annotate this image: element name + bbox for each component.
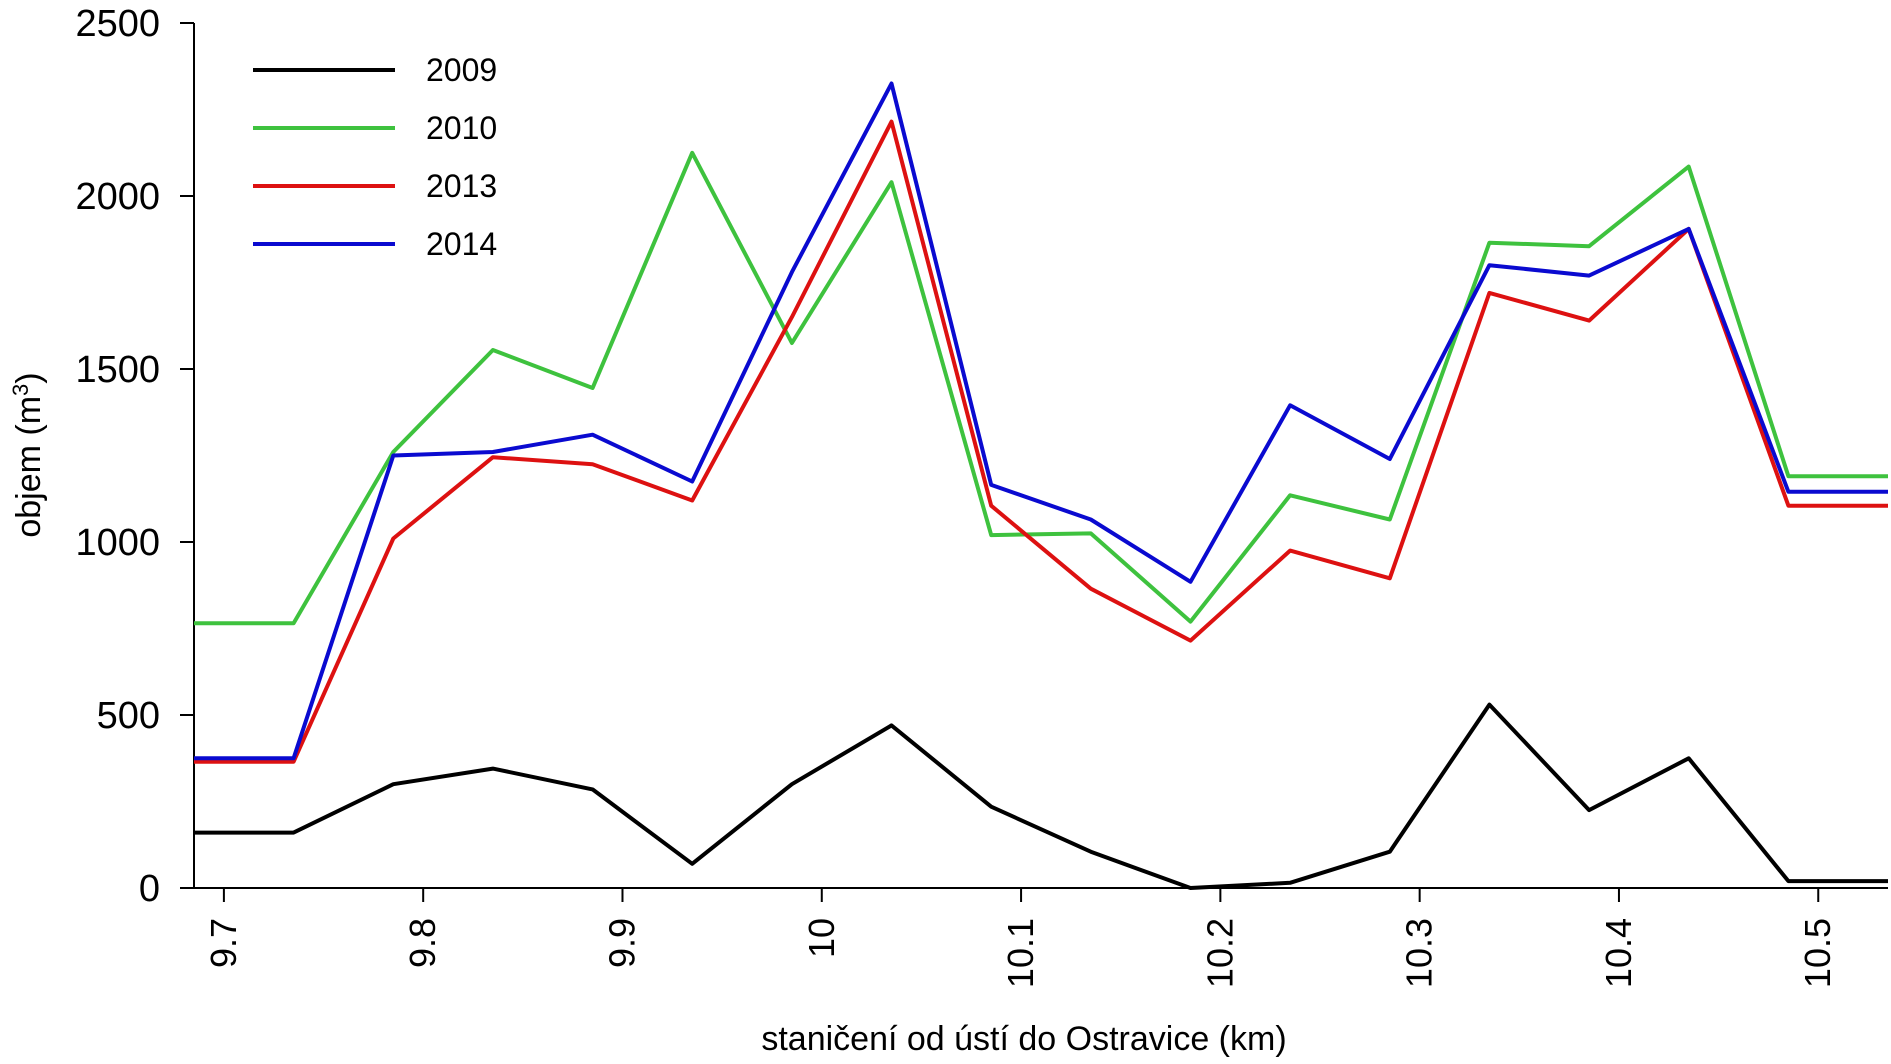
legend-label-2014: 2014 [426, 226, 497, 262]
x-tick-label: 9.9 [601, 918, 642, 968]
y-axis-title-sup: 3 [8, 384, 33, 396]
legend-label-2010: 2010 [426, 110, 497, 146]
x-tick-label: 10.3 [1399, 918, 1440, 988]
y-ticks: 0 500 1000 1500 2000 2500 [75, 3, 194, 910]
x-tick-label: 10 [801, 918, 842, 958]
series-line-2014 [194, 81, 1888, 761]
x-tick-label: 9.7 [203, 918, 244, 968]
x-tick-label: 10.5 [1797, 918, 1838, 988]
y-axis-title: objem (m3) [8, 372, 48, 537]
y-axis-title-close: ) [10, 372, 48, 383]
x-tick-label: 10.4 [1598, 918, 1639, 988]
x-tick-label: 10.1 [1000, 918, 1041, 988]
y-tick-label: 2500 [75, 3, 160, 45]
axes [193, 23, 1888, 889]
y-tick-label: 1500 [75, 349, 160, 391]
y-tick-label: 500 [97, 695, 160, 737]
series-line-2013 [194, 119, 1888, 764]
legend-label-2009: 2009 [426, 52, 497, 88]
x-ticks: 9.7 9.8 9.9 10 10.1 10.2 10.3 10.4 10.5 [203, 888, 1838, 988]
legend: 2009 2010 2013 2014 [253, 52, 497, 262]
series-line-2010 [194, 150, 1888, 626]
y-tick-label: 2000 [75, 176, 160, 218]
y-tick-label: 1000 [75, 522, 160, 564]
y-axis-title-main: objem (m [10, 396, 48, 538]
x-tick-label: 9.8 [402, 918, 443, 968]
x-axis-title: staničení od ústí do Ostravice (km) [761, 1020, 1286, 1058]
y-tick-label: 0 [139, 868, 160, 910]
x-tick-label: 10.2 [1199, 918, 1240, 988]
legend-label-2013: 2013 [426, 168, 497, 204]
series-layer [194, 81, 1888, 890]
series-line-2009 [194, 702, 1888, 890]
